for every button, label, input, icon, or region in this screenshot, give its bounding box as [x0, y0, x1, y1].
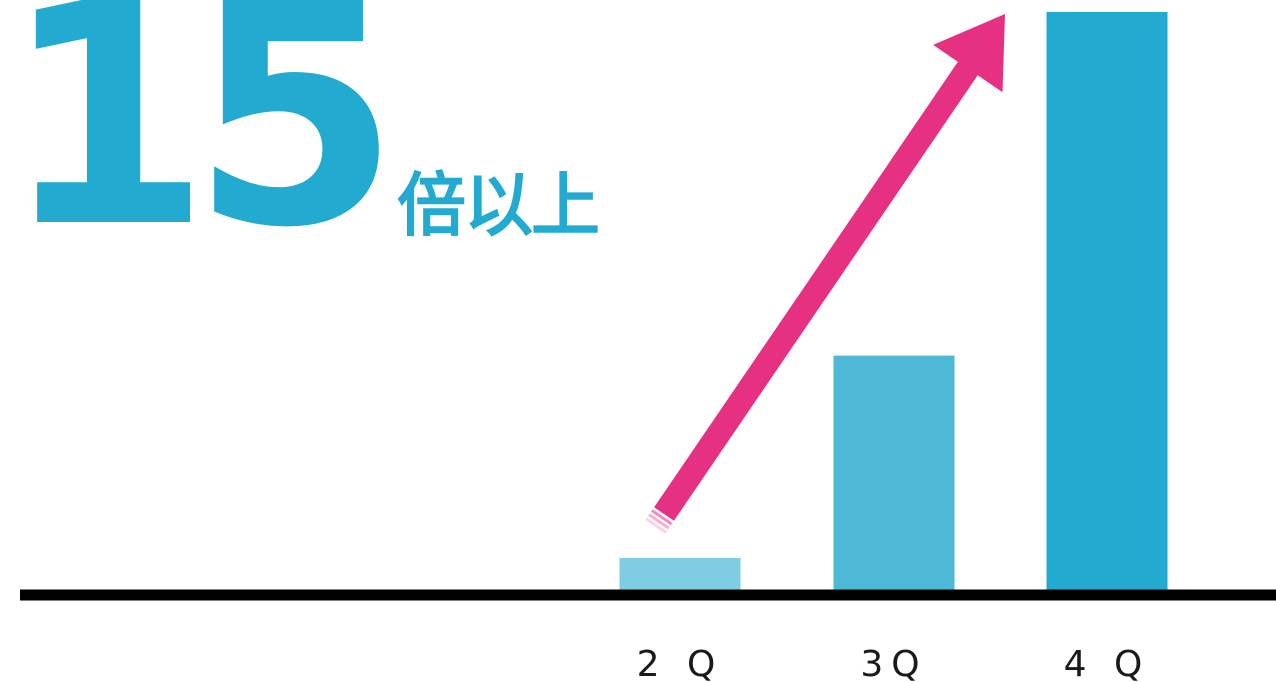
bars-group — [619, 12, 1168, 590]
tick-label-3Q: 3Q — [860, 644, 927, 682]
bar-2Q — [619, 557, 741, 590]
growth-arrow — [654, 14, 1005, 521]
tick-label-4Q: 4 Q — [1064, 644, 1151, 682]
bar-4Q — [1046, 12, 1168, 590]
bar-3Q — [833, 355, 955, 590]
x-tick-labels: 2 Q 3Q 4 Q — [637, 644, 1151, 682]
growth-arrow-tail-fade — [645, 517, 667, 534]
growth-arrow-tail-fade — [650, 509, 673, 526]
growth-arrow-tail-fade — [648, 513, 670, 530]
headline-suffix: 倍以上 — [397, 166, 600, 246]
headline-number: 15 — [2, 0, 400, 295]
growth-arrow-group — [645, 14, 1005, 534]
tick-label-2Q: 2 Q — [637, 644, 724, 682]
